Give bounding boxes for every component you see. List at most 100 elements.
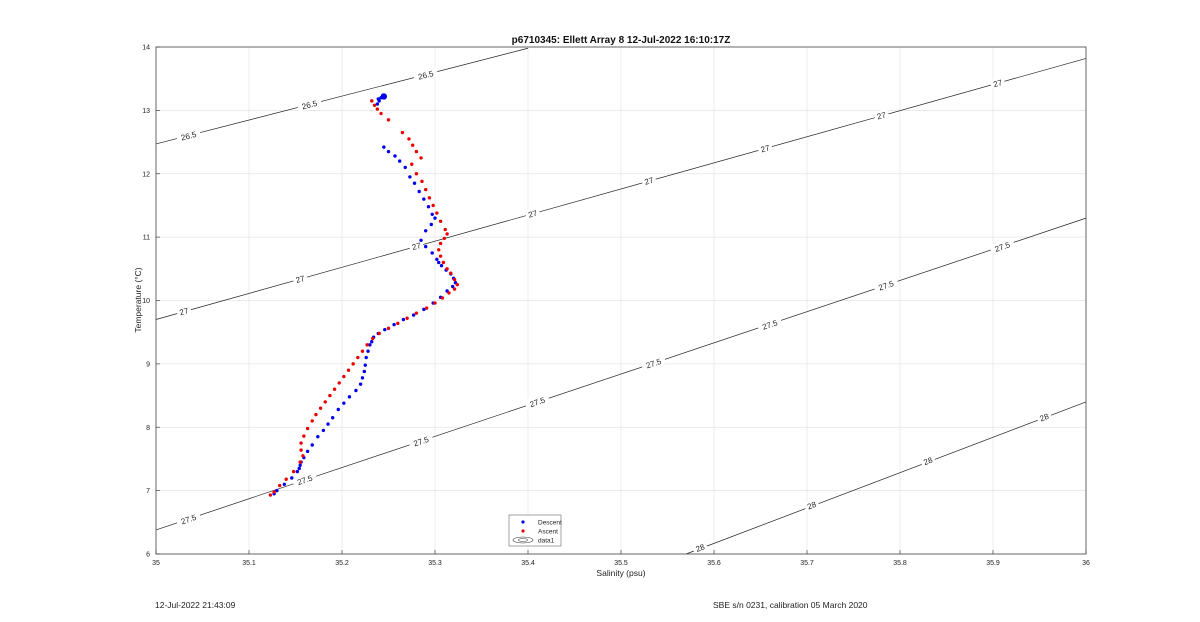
ascent-point <box>346 368 351 372</box>
contour-label-text: 26.5 <box>180 130 198 143</box>
ascent-point <box>452 287 457 291</box>
ascent-point <box>437 248 441 252</box>
ascent-point <box>337 381 341 385</box>
ascent-point <box>365 343 369 347</box>
density-contour-label: 27 <box>292 272 308 285</box>
descent-point <box>331 416 335 420</box>
ascent-point <box>400 130 405 135</box>
ascent-point <box>314 412 318 417</box>
descent-point <box>382 145 386 149</box>
x-axis-label: Salinity (psu) <box>596 568 645 578</box>
contour-label-background <box>873 276 899 293</box>
contour-label-background <box>296 96 323 112</box>
x-tick-label: 35.5 <box>614 560 628 567</box>
ascent-point <box>441 260 446 265</box>
ascent-point <box>447 291 451 295</box>
descent-point <box>321 428 326 433</box>
x-tick-label: 35.9 <box>986 560 1000 567</box>
ascent-point <box>410 143 415 147</box>
descent-point <box>424 244 428 249</box>
contour-label-text: 27 <box>295 274 307 285</box>
descent-point <box>426 205 431 209</box>
legend[interactable]: Descent Ascent data1 <box>508 514 562 547</box>
density-contour-line <box>155 58 1087 320</box>
ascent-point <box>323 400 327 404</box>
descent-point <box>347 395 352 399</box>
contour-label-text: 28 <box>922 455 934 467</box>
density-contour-label: 27.5 <box>756 316 783 333</box>
contour-label-text: 27 <box>411 241 423 252</box>
descent-point <box>316 435 320 439</box>
x-tick-label: 36 <box>1082 560 1090 567</box>
descent-point <box>290 476 294 480</box>
legend-label-descent: Descent <box>538 520 562 527</box>
footer-calibration: SBE s/n 0231, calibration 05 March 2020 <box>713 600 868 610</box>
x-tick-label: 35.1 <box>242 560 256 567</box>
descent-point <box>336 407 340 412</box>
ascent-point <box>405 316 409 320</box>
descent-point <box>383 327 387 332</box>
descent-point <box>422 307 426 312</box>
contour-label-text: 27 <box>644 176 656 187</box>
descent-point <box>310 443 314 447</box>
contour-label-background <box>412 67 439 82</box>
descent-point <box>295 469 300 474</box>
density-contour-label: 28 <box>919 453 936 467</box>
y-tick-label: 7 <box>146 488 150 495</box>
ascent-point <box>424 187 428 192</box>
x-tick-label: 35.2 <box>335 560 349 567</box>
descent-point <box>363 363 367 367</box>
y-tick-label: 12 <box>142 171 150 178</box>
contour-label-text: 27 <box>992 78 1004 89</box>
contour-label-background <box>640 174 657 187</box>
contour-label-background <box>524 393 550 410</box>
density-contour-label: 28 <box>1035 409 1053 424</box>
contour-label-background <box>803 498 820 512</box>
ascent-point <box>438 241 443 246</box>
contour-label-text: 28 <box>694 542 706 554</box>
y-tick-label: 6 <box>146 552 150 559</box>
ascent-point <box>299 441 303 445</box>
descent-point <box>358 382 363 386</box>
ascent-point <box>379 111 383 116</box>
contour-label-background <box>408 432 434 449</box>
ascent-point <box>443 227 447 232</box>
density-contour-label: 26.5 <box>175 127 202 143</box>
descent-start-point <box>380 93 388 100</box>
density-contour-label: 27 <box>175 304 192 317</box>
descent-point <box>386 149 391 154</box>
descent-point <box>282 482 287 486</box>
descent-point <box>401 317 406 322</box>
ascent-point <box>427 196 432 200</box>
contour-label-text: 27 <box>760 143 772 154</box>
contour-label-background <box>1035 409 1053 424</box>
descent-point <box>411 313 416 317</box>
descent-point <box>429 222 433 227</box>
ascent-point <box>449 271 453 275</box>
ascent-point <box>299 448 303 452</box>
density-contour-label: 27 <box>757 141 773 154</box>
legend-label-ascent: Ascent <box>538 529 558 536</box>
y-tick-label: 11 <box>143 235 150 242</box>
contour-label-background <box>873 108 890 122</box>
contour-label-background <box>989 76 1006 89</box>
legend-marker-data1 <box>512 536 534 544</box>
y-tick-label: 14 <box>142 45 150 52</box>
density-contour-label: 27.5 <box>640 354 667 371</box>
descent-point <box>366 349 370 353</box>
ascent-point <box>433 301 437 305</box>
density-contour-label: 26.5 <box>412 67 439 82</box>
ascent-point <box>370 336 375 341</box>
descent-point <box>275 488 279 493</box>
contour-label-text: 27 <box>527 208 539 219</box>
ascent-point <box>452 277 457 282</box>
descent-point <box>364 355 368 360</box>
x-tick-label: 35 <box>152 560 160 567</box>
descent-point <box>354 388 358 393</box>
contour-label-background <box>691 540 709 554</box>
y-tick-label: 10 <box>142 298 150 305</box>
ascent-point <box>414 172 419 176</box>
y-tick-label: 9 <box>146 361 150 368</box>
contour-label-background <box>756 316 783 333</box>
contour-label-text: 26.5 <box>301 99 319 112</box>
